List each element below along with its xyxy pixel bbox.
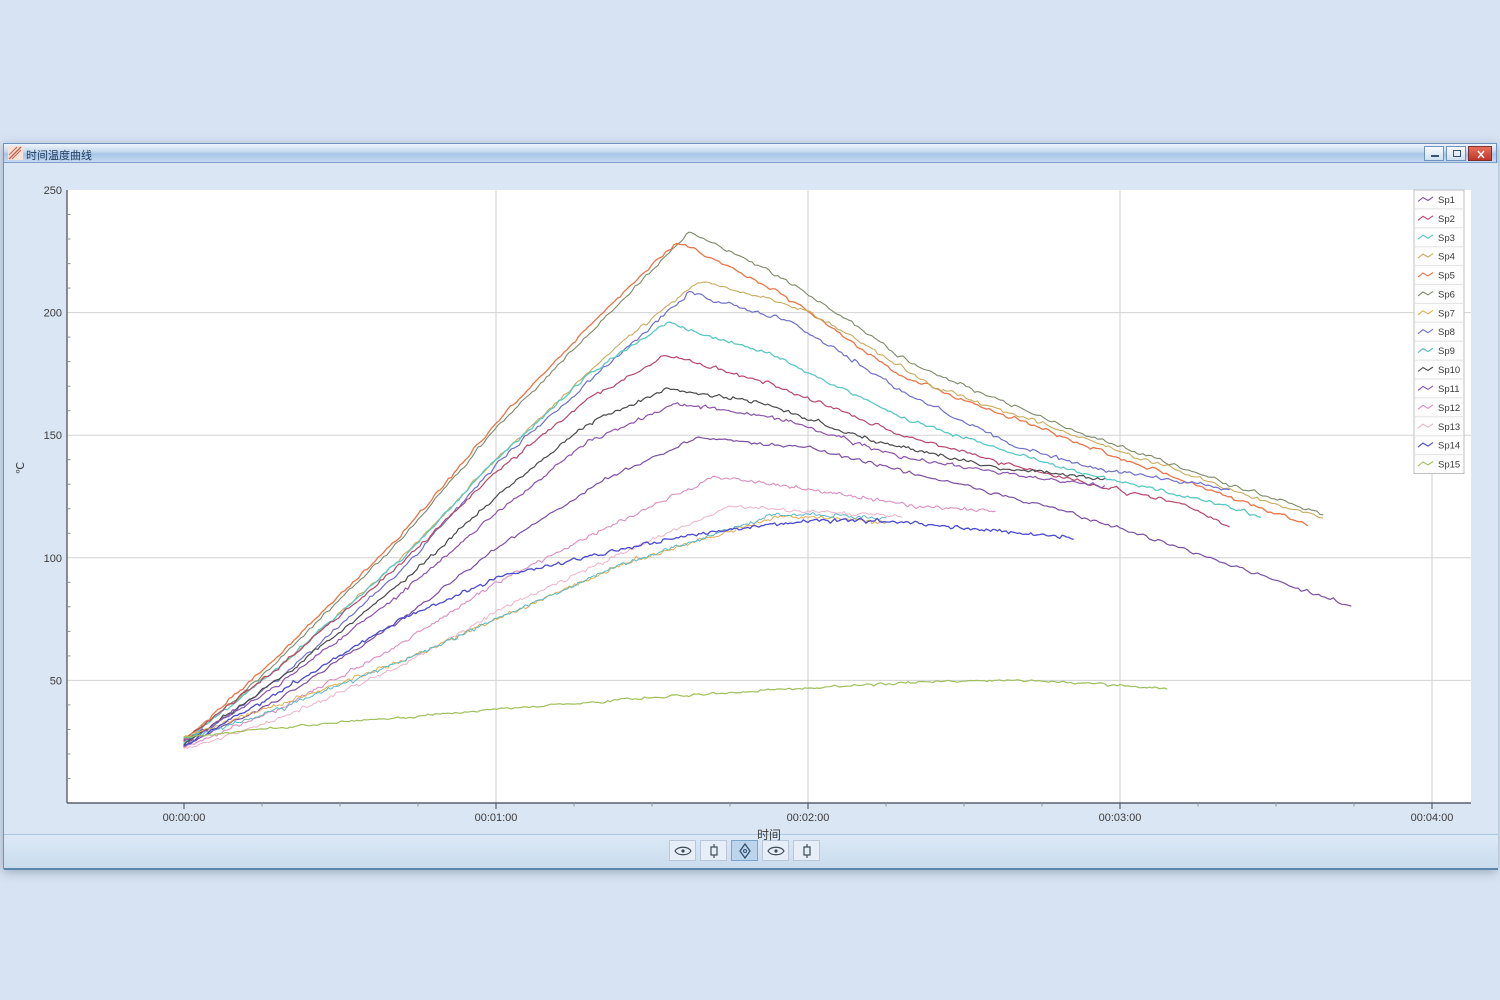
svg-text:00:03:00: 00:03:00 [1099,812,1142,824]
svg-text:Sp13: Sp13 [1438,422,1460,433]
svg-text:Sp8: Sp8 [1438,327,1455,338]
svg-text:00:01:00: 00:01:00 [475,812,518,824]
svg-text:150: 150 [44,430,62,442]
svg-text:Sp5: Sp5 [1438,271,1455,282]
svg-text:Sp2: Sp2 [1438,214,1455,225]
svg-text:250: 250 [44,185,62,197]
svg-text:200: 200 [44,308,62,320]
svg-text:Sp4: Sp4 [1438,252,1455,263]
svg-text:℃: ℃ [15,462,27,474]
svg-text:Sp1: Sp1 [1438,195,1455,206]
svg-text:00:02:00: 00:02:00 [787,812,830,824]
svg-text:50: 50 [50,675,62,687]
svg-text:Sp6: Sp6 [1438,289,1455,300]
svg-text:Sp14: Sp14 [1438,441,1460,452]
svg-text:Sp15: Sp15 [1438,460,1460,471]
svg-text:00:04:00: 00:04:00 [1411,812,1454,824]
svg-text:100: 100 [44,553,62,565]
svg-text:Sp10: Sp10 [1438,365,1460,376]
svg-text:00:00:00: 00:00:00 [163,812,206,824]
svg-text:Sp9: Sp9 [1438,346,1455,357]
svg-text:Sp12: Sp12 [1438,403,1460,414]
svg-text:Sp7: Sp7 [1438,308,1455,319]
svg-text:Sp3: Sp3 [1438,233,1455,244]
svg-text:Sp11: Sp11 [1438,384,1459,395]
